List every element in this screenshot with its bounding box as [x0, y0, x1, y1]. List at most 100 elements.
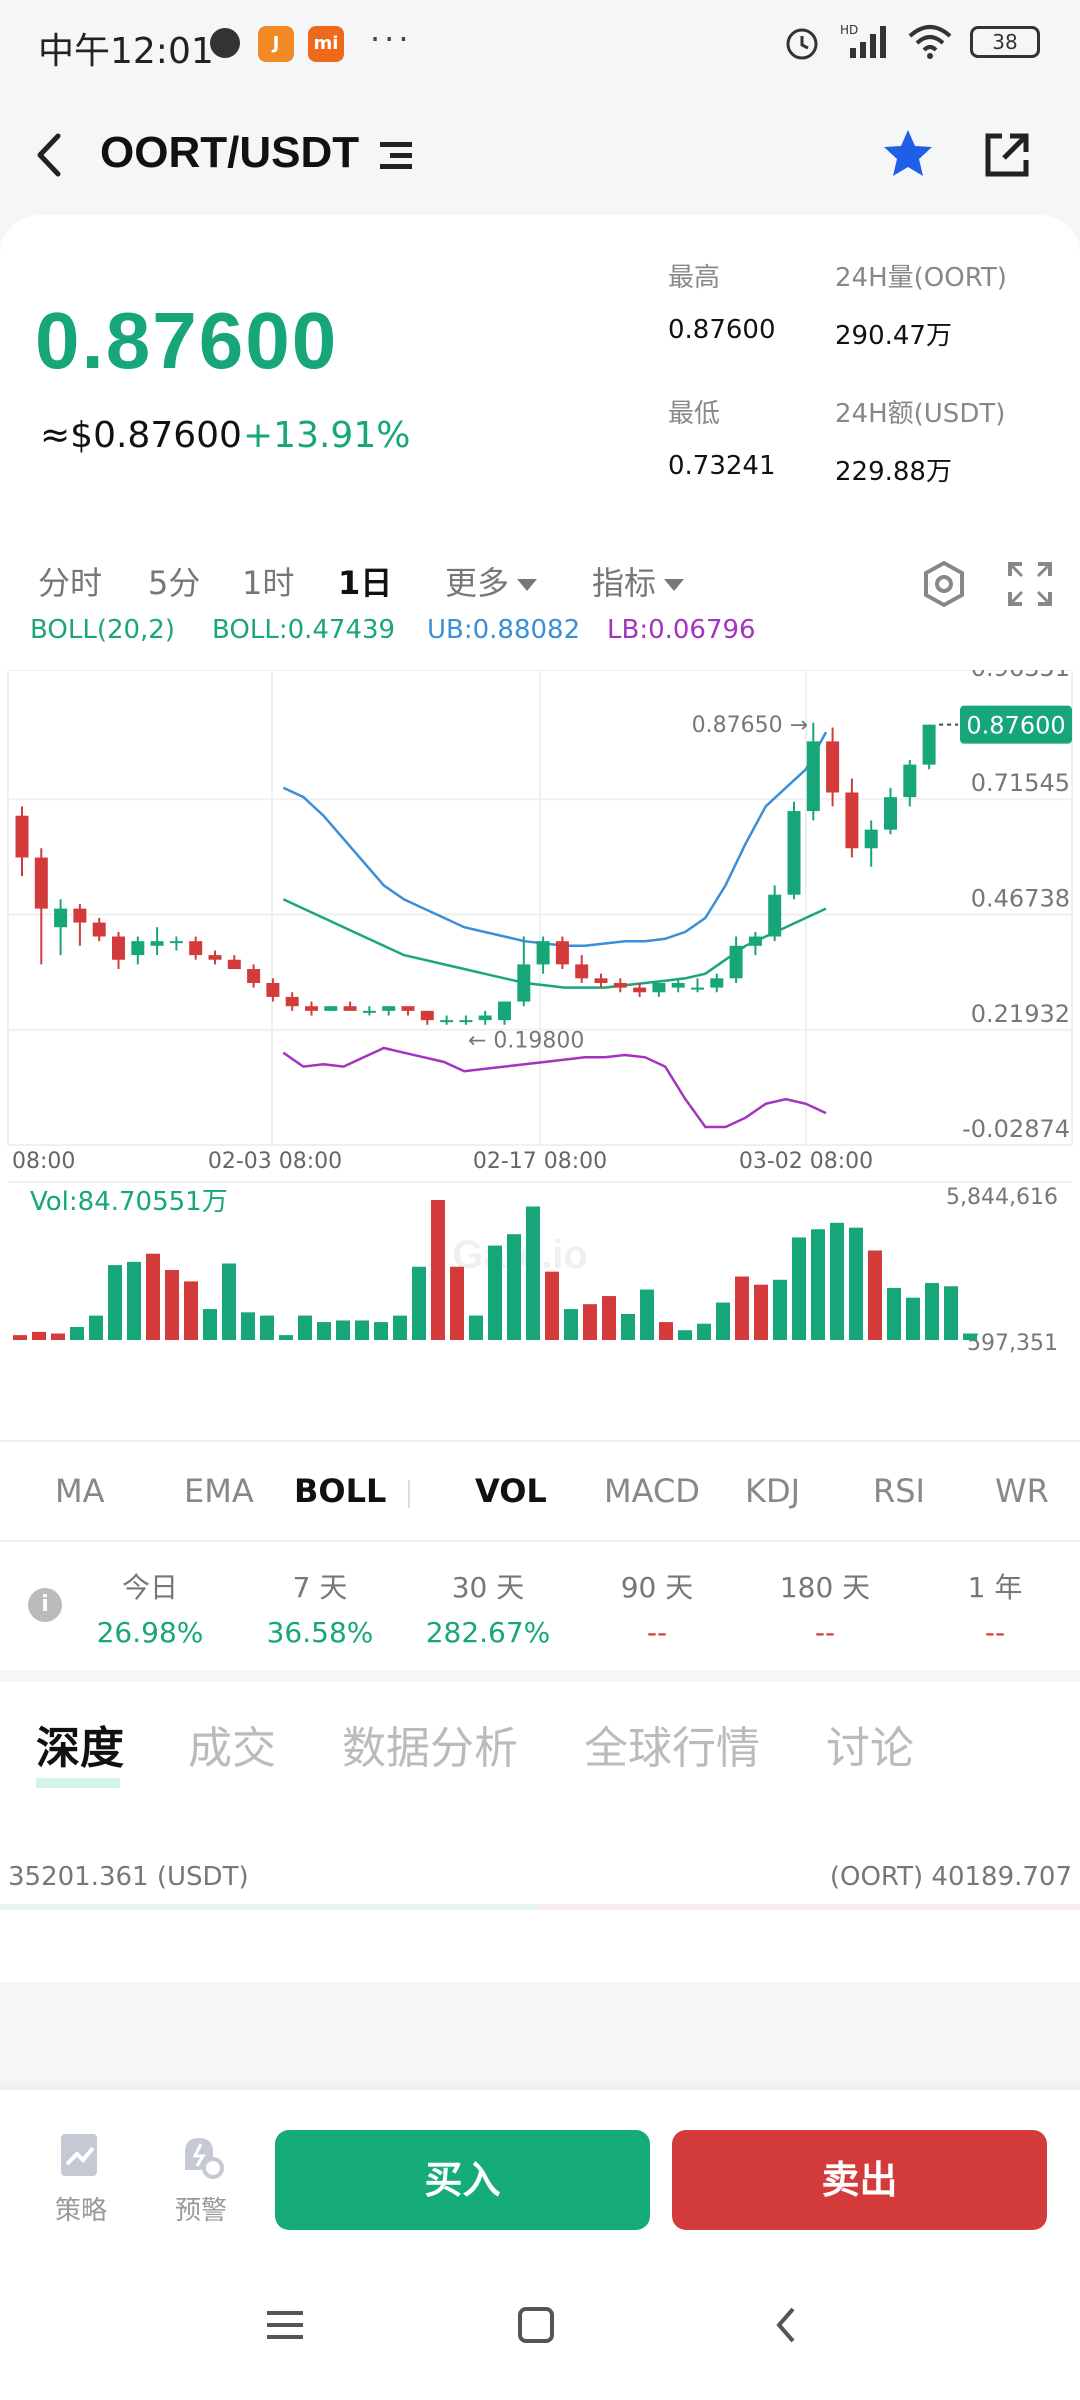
volume-bar [431, 1200, 445, 1340]
volume-bar [355, 1320, 369, 1340]
volume-label: 24H量(OORT) [835, 263, 1007, 293]
tab-5min[interactable]: 5分 [148, 564, 201, 602]
candle-body [34, 857, 48, 909]
sell-button[interactable]: 卖出 [672, 2130, 1047, 2230]
volume-bar [184, 1281, 198, 1340]
period-tabs: 分时 5分 1时 1日 更多 指标 [0, 540, 1080, 620]
alert-button[interactable]: 预警 [156, 2130, 246, 2227]
status-icons: HD 38 [782, 22, 1040, 62]
return-value: 282.67% [425, 1616, 551, 1649]
volume-bar [602, 1296, 616, 1340]
status-time: 中午12:01 [38, 31, 214, 72]
tab-vol[interactable]: VOL [475, 1472, 547, 1510]
candle-body [517, 964, 531, 1002]
tab-timeshare[interactable]: 分时 [38, 564, 103, 602]
back-icon[interactable] [757, 2295, 817, 2355]
depth-ask-total: (OORT) 40189.707 [829, 1862, 1072, 1892]
volume-bar [317, 1322, 331, 1340]
tab-1day[interactable]: 1日 [338, 564, 393, 602]
favorite-star-icon[interactable] [880, 126, 936, 182]
top-nav: OORT/USDT [0, 90, 1080, 220]
volume-bar [583, 1304, 597, 1340]
tab-1hour[interactable]: 1时 [242, 564, 295, 602]
tab-boll[interactable]: BOLL [294, 1472, 387, 1510]
trade-bar: 策略 预警 买入 卖出 [0, 2090, 1080, 2255]
tab-more[interactable]: 更多 [445, 558, 538, 604]
candle-body [710, 978, 724, 988]
tab-wr[interactable]: WR [995, 1472, 1049, 1510]
fullscreen-icon[interactable] [1006, 560, 1054, 608]
price-axis-label: 0.21932 [971, 1000, 1070, 1028]
candle-body [671, 982, 685, 988]
volume-bar [203, 1309, 217, 1340]
candle-body [787, 811, 801, 895]
detail-tabs: 深度 成交 数据分析 全球行情 讨论 35201.361 (USDT) (OOR… [0, 1682, 1080, 1982]
tab-indicators[interactable]: 指标 [592, 558, 685, 604]
price-axis-label: 0.46738 [971, 885, 1070, 913]
tab-rsi[interactable]: RSI [873, 1472, 925, 1510]
candle-body [806, 741, 820, 812]
volume-bar [697, 1323, 711, 1340]
candle-body [15, 815, 29, 858]
share-icon[interactable] [980, 128, 1034, 182]
return-label: 90 天 [620, 1571, 694, 1604]
notification-icon [210, 28, 240, 58]
home-icon[interactable] [506, 2295, 566, 2355]
volume-bar [526, 1206, 540, 1340]
candle-body [652, 982, 666, 993]
candle-body [555, 941, 569, 965]
tab-kdj[interactable]: KDJ [745, 1472, 801, 1510]
signal-hd-label: HD [840, 23, 858, 37]
tab-macd[interactable]: MACD [604, 1472, 700, 1510]
volume-bar [70, 1326, 84, 1340]
price-change: +13.91% [243, 415, 411, 456]
boll-upper-line [282, 731, 828, 948]
usd-price: ≈$0.87600 [40, 415, 242, 456]
boll-lower-value: LB:0.06796 [607, 615, 756, 645]
return-value: -- [646, 1616, 668, 1649]
pair-list-icon[interactable] [378, 138, 414, 174]
strategy-button[interactable]: 策略 [36, 2130, 126, 2227]
candle-body [864, 829, 878, 849]
max-price-annotation: 0.87650 → [692, 713, 808, 738]
volume-bar [108, 1265, 122, 1340]
status-bar: 中午12:01 J mi ··· HD 38 [0, 0, 1080, 90]
volume-bar [887, 1287, 901, 1340]
depth-ask-bar [540, 1904, 1080, 1910]
info-icon[interactable]: i [28, 1588, 62, 1622]
candle-body [285, 996, 299, 1007]
candle-body [54, 908, 68, 928]
volume-bar [488, 1245, 502, 1340]
tab-discussion[interactable]: 讨论 [826, 1723, 914, 1774]
volume-bar [659, 1322, 673, 1340]
back-arrow-icon[interactable] [30, 130, 70, 180]
buy-button[interactable]: 买入 [275, 2130, 650, 2230]
menu-icon[interactable] [255, 2295, 315, 2355]
volume-bar [412, 1266, 426, 1340]
tab-depth[interactable]: 深度 [36, 1723, 124, 1774]
tab-data-analysis[interactable]: 数据分析 [342, 1723, 518, 1774]
amount-value: 229.88万 [835, 457, 952, 487]
tab-trades[interactable]: 成交 [188, 1723, 276, 1774]
volume-bar [545, 1271, 559, 1340]
candle-body [247, 969, 261, 983]
candle-body [420, 1010, 434, 1021]
time-axis-label: 08:00 [12, 1149, 75, 1174]
candle-body [73, 908, 87, 923]
tab-global-markets[interactable]: 全球行情 [584, 1723, 760, 1774]
low-label: 最低 [668, 399, 721, 429]
tab-ema[interactable]: EMA [184, 1472, 254, 1510]
volume-bar [792, 1237, 806, 1340]
tab-ma[interactable]: MA [55, 1472, 105, 1510]
candle-body [575, 964, 589, 979]
pair-title[interactable]: OORT/USDT [100, 128, 360, 177]
volume-bar [89, 1315, 103, 1340]
amount-label: 24H额(USDT) [835, 399, 1006, 429]
chart-settings-icon[interactable] [920, 560, 968, 608]
volume-bar [241, 1312, 255, 1340]
volume-bar [754, 1284, 768, 1340]
return-label: 今日 [121, 1571, 178, 1604]
volume-bar [146, 1253, 160, 1340]
return-value: -- [984, 1616, 1006, 1649]
